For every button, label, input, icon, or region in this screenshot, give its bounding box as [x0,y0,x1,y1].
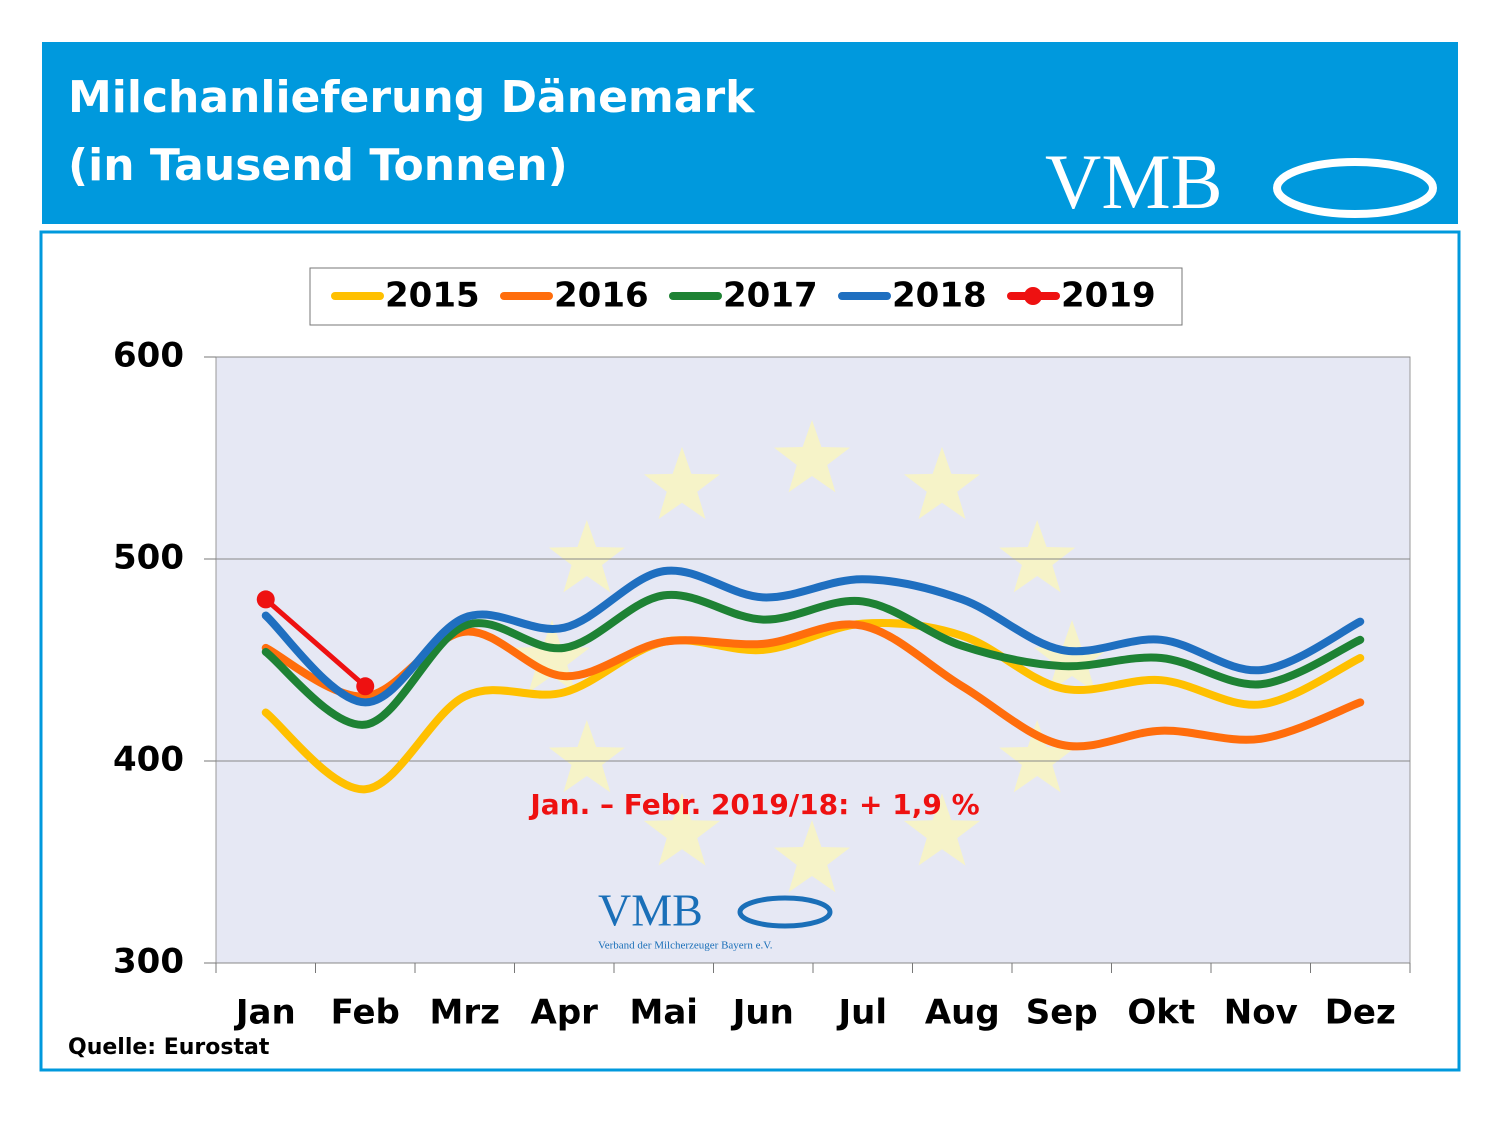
watermark-logo: VMB [598,885,703,936]
star [999,720,1076,793]
x-tick-label: Nov [1224,993,1298,1033]
star [999,520,1076,593]
series-line [263,596,368,689]
x-tick-label: Jan [234,993,296,1033]
star [1033,620,1111,693]
logo-swirl [1273,158,1437,218]
legend-label: 2019 [1061,276,1156,316]
legend-label: 2018 [892,276,987,316]
legend-label: 2016 [554,276,649,316]
legend-label: 2017 [723,276,818,316]
x-tick-label: Jul [836,993,887,1033]
x-tick-label: Mrz [430,993,500,1033]
star [903,793,981,866]
star [548,720,625,793]
legend-marker [1024,287,1042,305]
x-tick-label: Jun [731,993,794,1033]
star [548,520,625,593]
y-tick-label: 400 [113,740,184,780]
star [643,793,721,866]
x-tick-label: Apr [531,993,599,1033]
x-tick-label: Feb [331,993,400,1033]
x-tick-label: Dez [1325,993,1396,1033]
point [256,590,275,609]
y-tick-label: 600 [113,336,184,376]
chart-title: Milchanlieferung Dänemark [68,72,756,123]
watermark-swirl [737,895,833,929]
watermark-caption: Verband der Milcherzeuger Bayern e.V. [598,940,773,952]
x-tick-label: Okt [1127,993,1195,1033]
series-line [261,590,1365,729]
star [643,446,721,520]
header-band [42,42,1458,224]
star [903,446,981,520]
y-tick-label: 300 [113,942,184,982]
x-tick-label: Mai [630,993,698,1033]
annotation: Jan. – Febr. 2019/18: + 1,9 % [528,788,979,821]
star [513,620,591,693]
series-line [261,566,1365,707]
chart-subtitle: (in Tausend Tonnen) [68,140,568,191]
watermark-stars [513,420,1111,893]
legend-label: 2015 [385,276,480,316]
star [773,420,851,493]
series-line [261,618,1365,794]
source: Quelle: Eurostat [68,1035,270,1060]
x-tick-label: Sep [1026,993,1098,1033]
star [773,820,851,893]
point [356,677,375,696]
x-tick-label: Aug [925,993,1000,1033]
logo: VMB [1045,138,1223,225]
y-tick-label: 500 [113,538,184,578]
